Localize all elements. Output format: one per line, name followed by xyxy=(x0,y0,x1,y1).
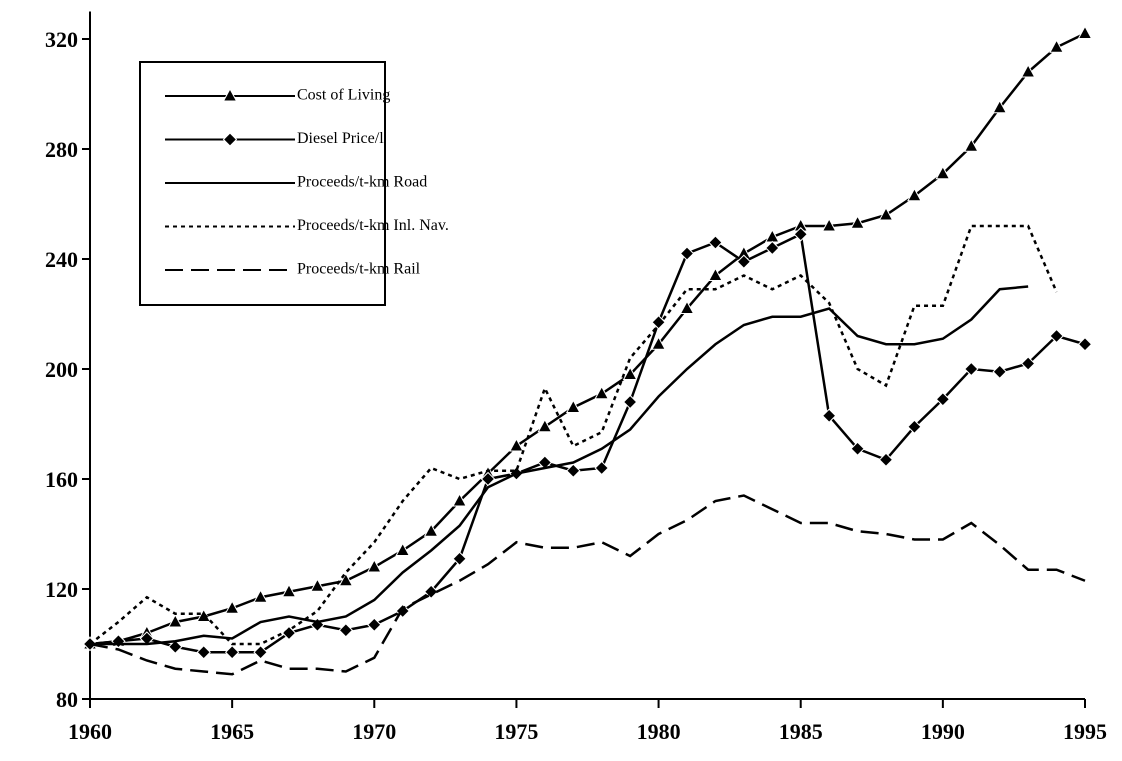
marker-triangle xyxy=(338,572,354,587)
y-tick-label: 320 xyxy=(45,27,78,52)
y-tick-label: 80 xyxy=(56,687,78,712)
marker-triangle xyxy=(423,523,439,537)
marker-diamond xyxy=(224,645,240,660)
y-tick-label: 280 xyxy=(45,137,78,162)
marker-diamond xyxy=(452,551,467,566)
legend-marker xyxy=(222,132,238,147)
marker-triangle xyxy=(679,300,695,314)
marker-triangle xyxy=(850,215,865,229)
marker-diamond xyxy=(622,394,638,410)
marker-triangle xyxy=(509,437,524,452)
marker-diamond xyxy=(651,315,666,330)
legend-label: Diesel Price/l xyxy=(297,130,384,147)
series xyxy=(89,494,1086,676)
marker-diamond xyxy=(480,471,496,487)
legend-label: Proceeds/t-km Inl. Nav. xyxy=(297,217,449,234)
marker-diamond xyxy=(992,364,1007,379)
marker-triangle xyxy=(1049,39,1064,53)
marker-diamond xyxy=(281,625,297,641)
marker-triangle xyxy=(935,165,951,180)
marker-diamond xyxy=(878,452,894,467)
x-tick-label: 1965 xyxy=(210,719,254,744)
x-tick-label: 1980 xyxy=(637,719,681,744)
series-line xyxy=(89,494,1086,676)
marker-triangle xyxy=(395,542,411,556)
marker-diamond xyxy=(765,240,780,256)
marker-diamond xyxy=(964,361,979,377)
marker-diamond xyxy=(850,441,865,456)
marker-triangle xyxy=(366,558,382,573)
marker-triangle xyxy=(651,336,666,350)
marker-diamond xyxy=(1049,328,1064,344)
y-tick-label: 160 xyxy=(45,467,78,492)
marker-diamond xyxy=(196,645,211,660)
marker-diamond xyxy=(338,623,354,638)
series xyxy=(89,224,1058,646)
legend-label: Cost of Living xyxy=(297,87,390,104)
legend-label: Proceeds/t-km Rail xyxy=(297,261,421,278)
marker-triangle xyxy=(167,613,183,628)
marker-triangle xyxy=(1020,63,1036,78)
marker-triangle xyxy=(253,589,268,603)
marker-triangle xyxy=(708,267,723,281)
marker-triangle xyxy=(310,578,325,592)
marker-diamond xyxy=(1020,356,1036,371)
marker-diamond xyxy=(253,645,268,660)
x-tick-label: 1960 xyxy=(68,719,112,744)
marker-diamond xyxy=(935,392,951,407)
marker-diamond xyxy=(679,246,695,261)
marker-diamond xyxy=(594,460,609,476)
marker-triangle xyxy=(992,99,1008,114)
marker-triangle xyxy=(1077,25,1093,39)
x-tick-label: 1975 xyxy=(494,719,538,744)
x-tick-label: 1990 xyxy=(921,719,965,744)
series-line xyxy=(90,285,1029,646)
y-tick-label: 240 xyxy=(45,247,78,272)
series xyxy=(90,285,1029,646)
y-tick-label: 200 xyxy=(45,357,78,382)
legend-marker xyxy=(222,87,238,102)
marker-diamond xyxy=(395,603,410,619)
marker-triangle xyxy=(594,385,610,400)
series-line xyxy=(89,224,1058,646)
marker-diamond xyxy=(736,254,752,269)
marker-diamond xyxy=(821,408,837,423)
marker-diamond xyxy=(708,235,723,250)
marker-triangle xyxy=(878,206,894,221)
marker-triangle xyxy=(963,138,979,152)
y-tick-label: 120 xyxy=(45,577,78,602)
marker-diamond xyxy=(907,419,922,434)
marker-triangle xyxy=(537,418,553,433)
marker-triangle xyxy=(907,187,922,202)
marker-diamond xyxy=(1077,337,1093,352)
marker-triangle xyxy=(622,366,638,380)
marker-triangle xyxy=(821,217,837,232)
marker-triangle xyxy=(452,492,467,507)
marker-triangle xyxy=(281,583,297,598)
marker-diamond xyxy=(168,639,183,654)
legend-label: Proceeds/t-km Road xyxy=(297,174,427,191)
marker-triangle xyxy=(565,399,581,413)
x-tick-label: 1995 xyxy=(1063,719,1107,744)
marker-diamond xyxy=(566,463,581,478)
x-tick-label: 1970 xyxy=(352,719,396,744)
marker-triangle xyxy=(224,600,240,614)
marker-diamond xyxy=(367,617,382,632)
marker-diamond xyxy=(793,227,808,242)
x-tick-label: 1985 xyxy=(779,719,823,744)
